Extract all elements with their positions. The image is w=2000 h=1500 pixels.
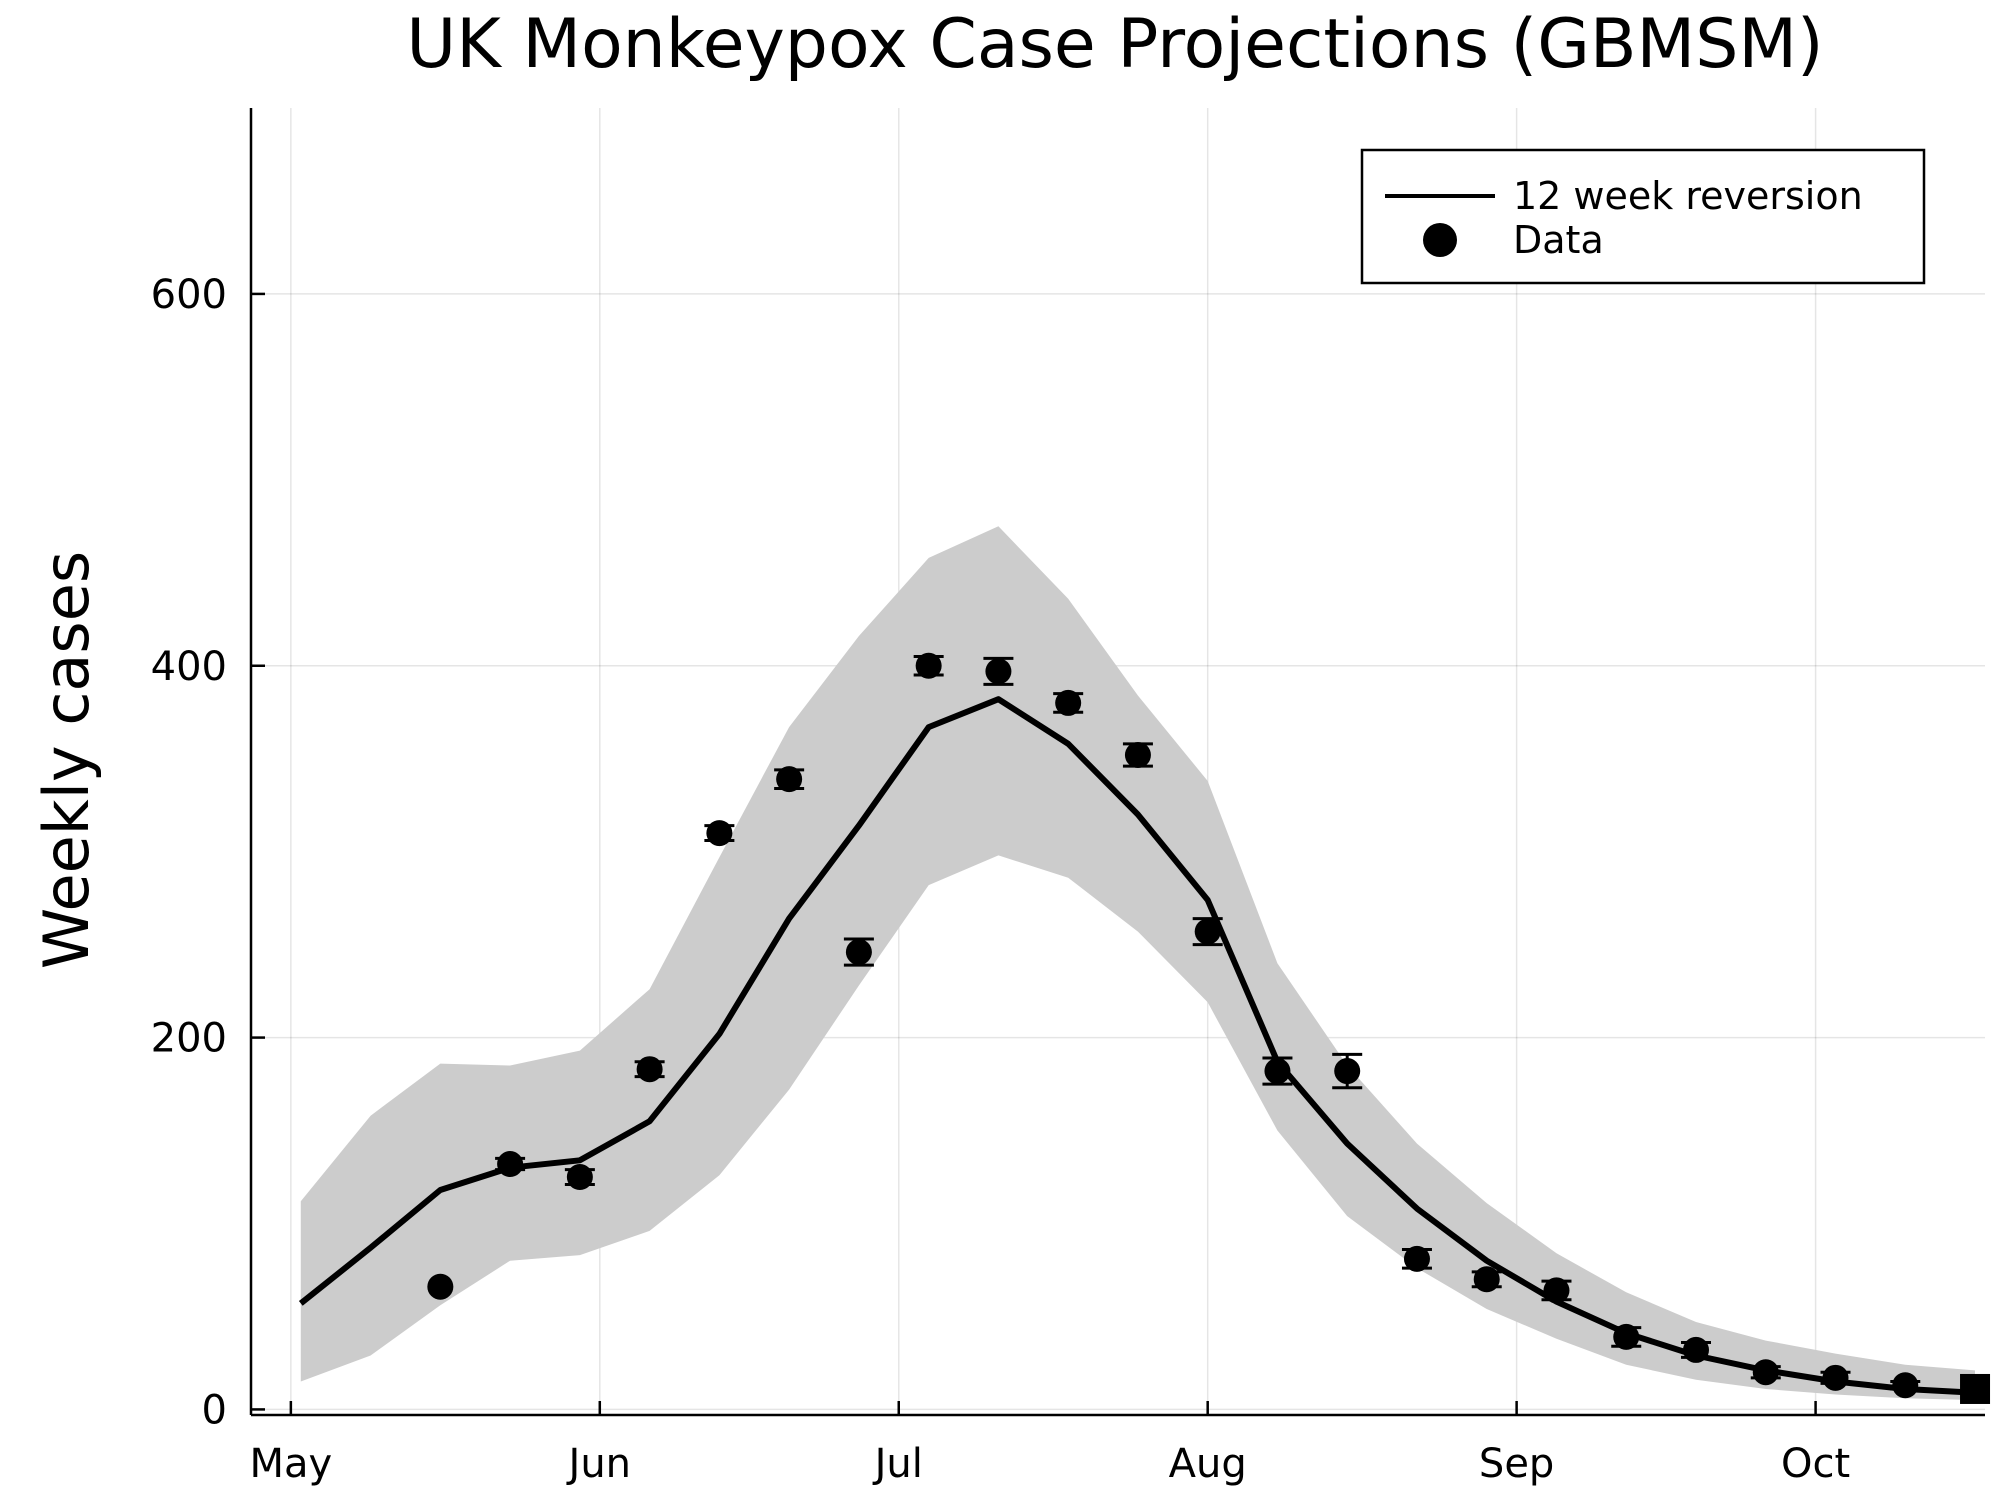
data-point-7: [913, 652, 944, 679]
data-point-6: [843, 937, 874, 967]
data-marker-16: [1543, 1277, 1570, 1304]
data-point-0: [427, 1273, 454, 1300]
x-tick-label-4: Sep: [1479, 1441, 1554, 1487]
chart-title: UK Monkeypox Case Projections (GBMSM): [406, 5, 1823, 84]
data-marker-19: [1752, 1359, 1779, 1386]
axes-layer: May Jun Jul Aug Sep Oct 0 200 400 600: [151, 108, 1985, 1487]
data-point-14: [1401, 1245, 1432, 1272]
data-marker-13: [1334, 1058, 1361, 1085]
legend-label-projection: 12 week reversion: [1513, 174, 1863, 218]
data-point-12: [1262, 1056, 1293, 1086]
data-point-9: [1053, 689, 1084, 716]
data-point-3: [634, 1056, 665, 1083]
x-tick-label-5: Oct: [1781, 1441, 1850, 1487]
data-point-2: [564, 1164, 595, 1191]
data-marker-0: [427, 1273, 454, 1300]
x-tick-label-1: Jun: [566, 1441, 632, 1487]
data-marker-12: [1264, 1058, 1291, 1085]
data-marker-17: [1613, 1323, 1640, 1350]
legend-label-data: Data: [1513, 218, 1604, 262]
legend: 12 week reversion Data: [1360, 148, 1926, 285]
x-tick-label-2: Jul: [872, 1441, 923, 1487]
x-tick-label-3: Aug: [1169, 1441, 1247, 1487]
data-marker-3: [636, 1056, 663, 1083]
data-point-5: [774, 766, 805, 793]
data-marker-8: [985, 658, 1012, 685]
data-marker-9: [1055, 689, 1082, 716]
y-tick-label-1: 200: [151, 1016, 227, 1062]
data-point-16: [1541, 1277, 1572, 1304]
legend-marker-swatch: [1423, 223, 1457, 257]
y-tick-label-3: 600: [151, 272, 227, 318]
data-point-19: [1750, 1359, 1781, 1386]
data-marker-6: [845, 939, 872, 966]
y-tick-label-2: 400: [151, 644, 227, 690]
projection-confidence-band: [300, 526, 1975, 1401]
data-marker-2: [566, 1164, 593, 1191]
legend-box: [1360, 148, 1926, 285]
data-point-8: [983, 656, 1014, 686]
y-axis-label: Weekly cases: [30, 551, 103, 969]
data-point-18: [1681, 1336, 1711, 1363]
data-marker-18: [1683, 1336, 1709, 1363]
data-marker-11: [1194, 918, 1221, 945]
grid-layer: [251, 108, 1985, 1415]
data-point-21: [1890, 1372, 1921, 1399]
data-point-10: [1122, 741, 1153, 768]
data-point-11: [1192, 917, 1223, 947]
data-point-4: [704, 820, 735, 847]
data-marker-1: [497, 1151, 524, 1178]
confidence-band-layer: [300, 526, 1975, 1401]
data-marker-15: [1473, 1266, 1500, 1293]
data-point-13: [1332, 1052, 1363, 1090]
data-points-layer: [427, 652, 1991, 1404]
data-point-20: [1820, 1364, 1851, 1391]
data-marker-10: [1124, 741, 1151, 768]
x-tick-label-0: May: [250, 1441, 333, 1487]
data-marker-4: [706, 820, 733, 847]
data-marker-21: [1892, 1372, 1919, 1399]
data-point-15: [1471, 1266, 1502, 1293]
data-point-17: [1611, 1323, 1642, 1350]
y-tick-label-0: 0: [202, 1387, 227, 1433]
data-marker-5: [776, 766, 803, 793]
data-point-1: [495, 1151, 526, 1178]
data-marker-7: [915, 652, 942, 679]
final-square-marker: [1960, 1373, 1991, 1404]
data-marker-20: [1822, 1364, 1849, 1391]
data-marker-14: [1403, 1245, 1430, 1272]
